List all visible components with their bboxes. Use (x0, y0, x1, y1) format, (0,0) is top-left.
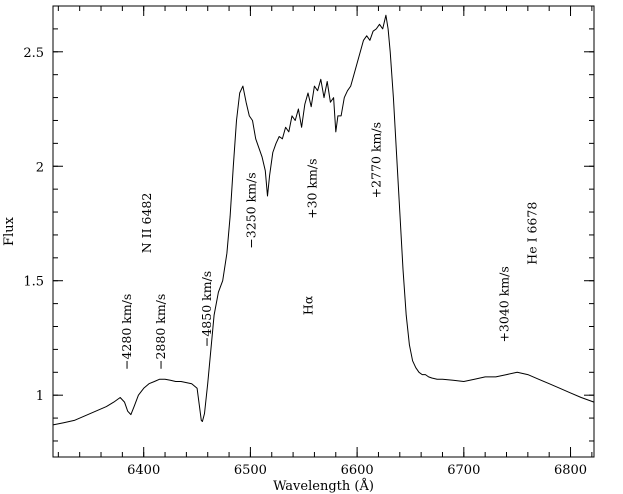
series-group (52, 14, 595, 426)
y-tick-label: 1 (36, 389, 44, 404)
annotation-label: +3040 km/s (497, 266, 512, 342)
y-axis-label: Flux (2, 216, 17, 246)
annotation-label: +2770 km/s (369, 122, 384, 198)
annotation-label: −4850 km/s (199, 271, 214, 347)
annotations-group: −4280 km/s −2880 km/s N II 6482 −4850 km/s −… (119, 122, 539, 370)
annotation-label: Hα (300, 295, 315, 315)
annotation-label: −3250 km/s (244, 172, 259, 248)
y-tick-label: 2.5 (23, 46, 44, 61)
annotation-label: He I 6678 (524, 202, 539, 265)
annotation-label: −2880 km/s (153, 294, 168, 370)
x-axis-label: Wavelength (Å) (273, 478, 374, 494)
x-tick-label: 6400 (127, 463, 160, 478)
spectrum-line (52, 14, 595, 426)
x-tick-label: 6700 (447, 463, 480, 478)
y-tick-label: 1.5 (23, 275, 44, 290)
x-tick-label: 6800 (554, 463, 587, 478)
y-tick-label: 2 (36, 160, 44, 175)
plot-frame (52, 5, 595, 458)
annotation-label: +30 km/s (305, 158, 320, 218)
annotation-label: N II 6482 (139, 193, 154, 254)
annotation-label: −4280 km/s (119, 294, 134, 370)
plot-axes: 6400 6500 6600 6700 6800 1 1.5 2 2.5 (23, 5, 595, 478)
x-tick-label: 6600 (341, 463, 374, 478)
x-tick-label: 6500 (234, 463, 267, 478)
